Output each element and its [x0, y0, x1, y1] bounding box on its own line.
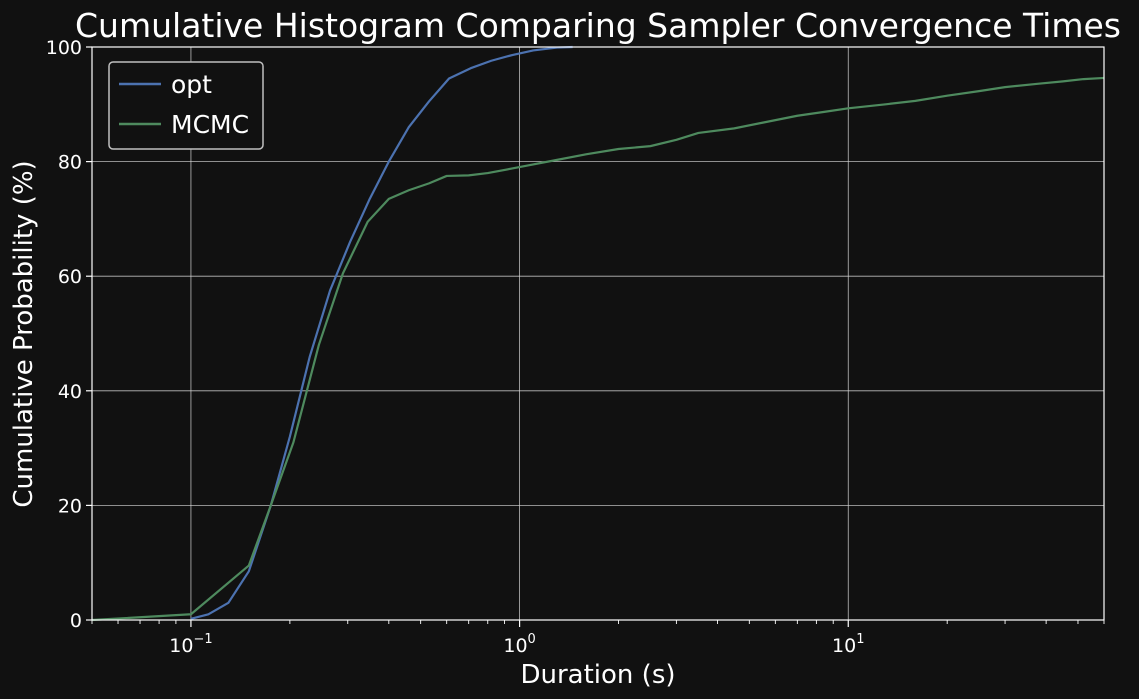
y-tick-label: 80 — [58, 152, 82, 174]
legend-label-mcmc: MCMC — [171, 110, 249, 139]
x-axis-label: Duration (s) — [520, 660, 675, 690]
legend-label-opt: opt — [171, 70, 212, 99]
series-line-opt — [190, 45, 573, 620]
y-tick-label: 0 — [70, 610, 82, 632]
y-tick-label: 100 — [46, 37, 82, 59]
legend: opt MCMC — [108, 61, 264, 150]
series-line-mcmc — [91, 76, 1105, 622]
axes — [91, 46, 1105, 621]
axes-frame — [91, 46, 1105, 621]
y-tick-label: 60 — [58, 266, 82, 288]
y-tick-label: 40 — [58, 381, 82, 403]
y-axis-label: Cumulative Probability (%) — [9, 160, 39, 507]
series-lines — [91, 45, 1105, 622]
y-tick-label: 20 — [58, 495, 82, 517]
chart-title: Cumulative Histogram Comparing Sampler C… — [75, 6, 1121, 45]
